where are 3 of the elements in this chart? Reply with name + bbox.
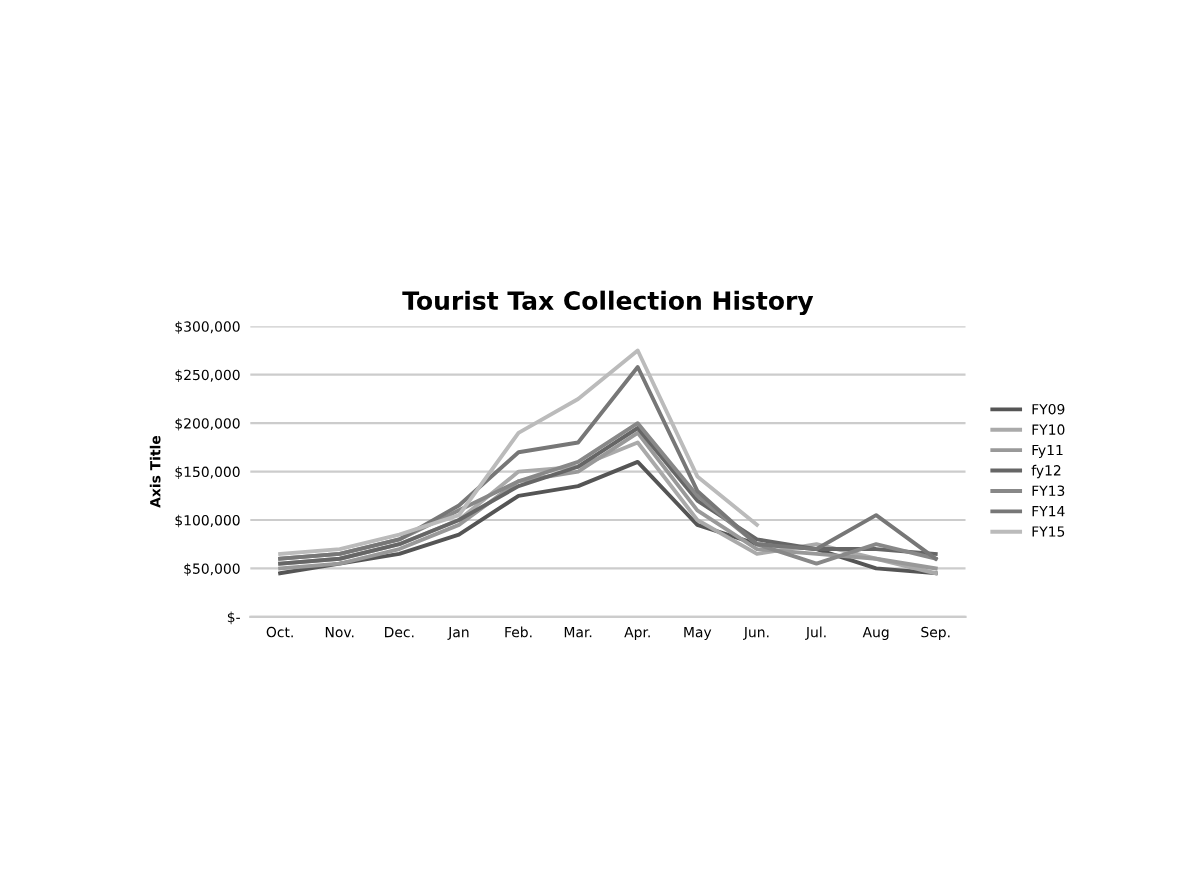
chart-title: Tourist Tax Collection History: [402, 290, 814, 316]
line-series: [278, 365, 938, 561]
line-series: [278, 348, 759, 556]
